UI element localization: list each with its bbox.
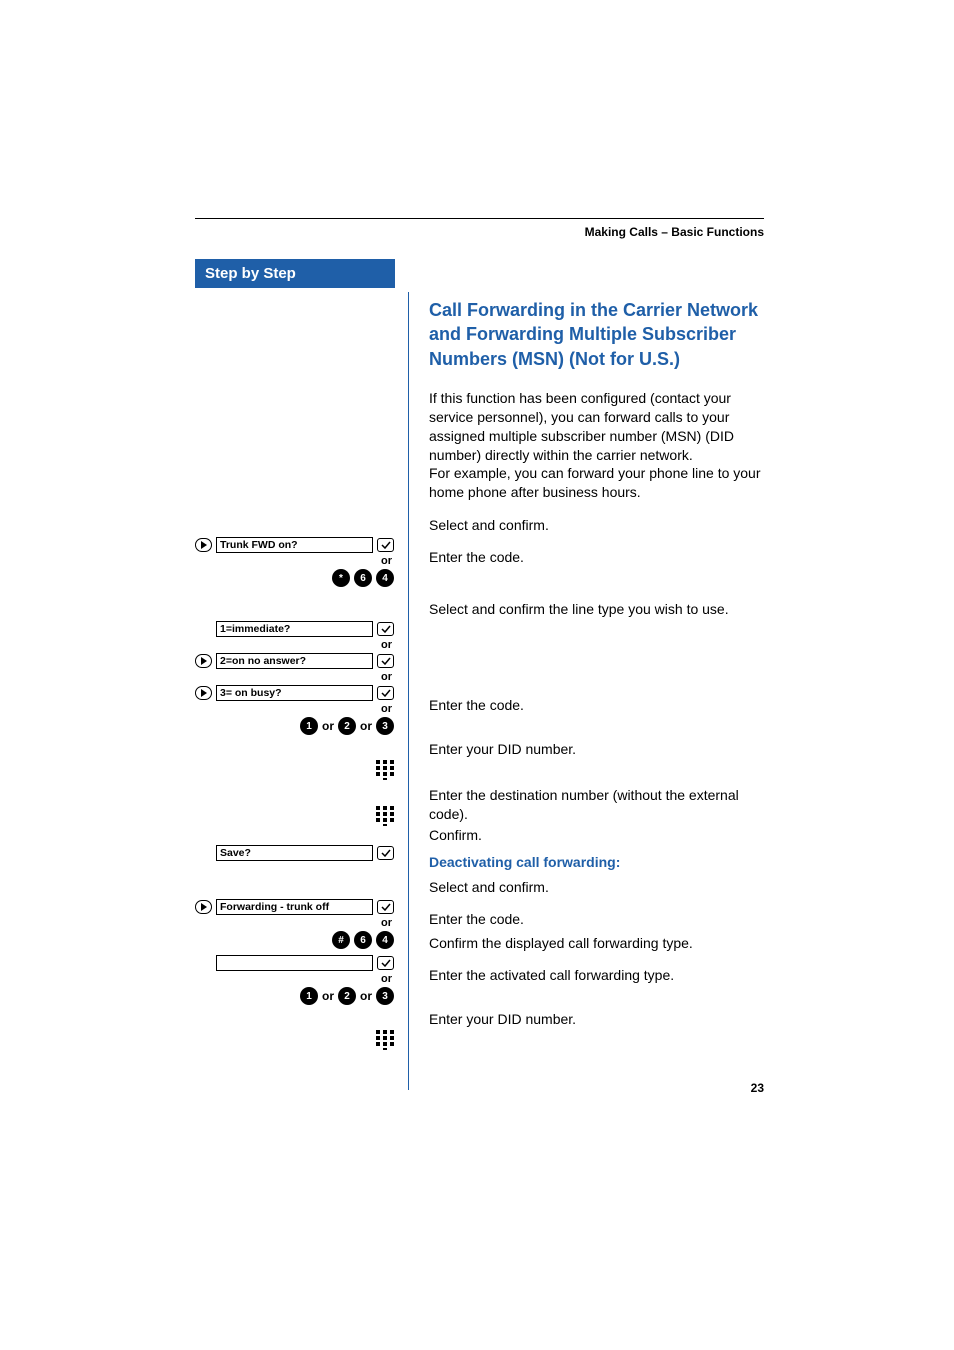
or-label: or	[360, 719, 372, 733]
key-4: 4	[376, 931, 394, 949]
key-3: 3	[376, 717, 394, 735]
keypad-dest	[195, 806, 394, 826]
confirm-icon	[377, 900, 394, 914]
key-2: 2	[338, 987, 356, 1005]
key-6: 6	[354, 931, 372, 949]
menu-label-empty	[216, 955, 373, 971]
or-label: or	[195, 554, 394, 568]
content-column: Call Forwarding in the Carrier Network a…	[409, 292, 764, 1090]
step-text: Select and confirm the line type you wis…	[429, 600, 764, 618]
menu-save: Save?	[195, 844, 394, 862]
or-label: or	[360, 989, 372, 1003]
step-icon-column: Trunk FWD on? or * 6 4 1=immediate? or 2…	[195, 292, 409, 1090]
key-hash: #	[332, 931, 350, 949]
or-label: or	[195, 670, 394, 684]
step-text: Confirm.	[429, 826, 764, 844]
key-3: 3	[376, 987, 394, 1005]
menu-immediate: 1=immediate?	[195, 620, 394, 638]
step-text: Enter the code.	[429, 696, 764, 716]
key-4: 4	[376, 569, 394, 587]
menu-label: Forwarding - trunk off	[216, 899, 373, 915]
or-label: or	[195, 972, 394, 986]
running-header: Making Calls – Basic Functions	[195, 225, 764, 239]
confirm-icon	[377, 654, 394, 668]
step-text: Enter your DID number.	[429, 740, 764, 760]
nav-arrow-icon	[195, 654, 212, 668]
section-heading: Call Forwarding in the Carrier Network a…	[429, 298, 764, 371]
menu-label: 1=immediate?	[216, 621, 373, 637]
menu-trunk-off: Forwarding - trunk off	[195, 898, 394, 916]
confirm-icon	[377, 686, 394, 700]
keys-1-2-3-b: 1 or 2 or 3	[195, 986, 394, 1006]
step-text: Enter your DID number.	[429, 1010, 764, 1030]
step-text: Enter the code.	[429, 910, 764, 930]
code-keys-star64: * 6 4	[195, 568, 394, 588]
confirm-icon	[377, 846, 394, 860]
confirm-icon	[377, 622, 394, 636]
menu-label: 3= on busy?	[216, 685, 373, 701]
or-label: or	[195, 702, 394, 716]
keypad-icon	[376, 1030, 394, 1050]
step-text: Select and confirm.	[429, 878, 764, 896]
keypad-icon	[376, 806, 394, 826]
menu-displayed-type	[195, 954, 394, 972]
key-1: 1	[300, 717, 318, 735]
menu-label: 2=on no answer?	[216, 653, 373, 669]
key-2: 2	[338, 717, 356, 735]
confirm-icon	[377, 956, 394, 970]
sidebar-title: Step by Step	[195, 259, 395, 288]
or-label: or	[322, 989, 334, 1003]
nav-arrow-icon	[195, 538, 212, 552]
keypad-did	[195, 760, 394, 780]
step-text: Confirm the displayed call forwarding ty…	[429, 934, 764, 952]
page-number: 23	[751, 1081, 764, 1095]
or-label: or	[195, 916, 394, 930]
nav-arrow-icon	[195, 686, 212, 700]
menu-no-answer: 2=on no answer?	[195, 652, 394, 670]
keypad-icon	[376, 760, 394, 780]
menu-label: Trunk FWD on?	[216, 537, 373, 553]
step-text: Enter the destination number (without th…	[429, 786, 764, 824]
code-keys-hash64: # 6 4	[195, 930, 394, 950]
step-text: Select and confirm.	[429, 516, 764, 534]
menu-on-busy: 3= on busy?	[195, 684, 394, 702]
keypad-did2	[195, 1030, 394, 1050]
step-text: Enter the activated call forwarding type…	[429, 966, 764, 986]
step-text: Enter the code.	[429, 548, 764, 568]
header-rule	[195, 218, 764, 219]
key-6: 6	[354, 569, 372, 587]
subheading-deactivate: Deactivating call forwarding:	[429, 854, 764, 870]
menu-trunk-fwd-on: Trunk FWD on?	[195, 536, 394, 554]
menu-label: Save?	[216, 845, 373, 861]
or-label: or	[322, 719, 334, 733]
confirm-icon	[377, 538, 394, 552]
or-label: or	[195, 638, 394, 652]
key-star: *	[332, 569, 350, 587]
key-1: 1	[300, 987, 318, 1005]
nav-arrow-icon	[195, 900, 212, 914]
intro-paragraph: If this function has been configured (co…	[429, 389, 764, 502]
keys-1-2-3: 1 or 2 or 3	[195, 716, 394, 736]
